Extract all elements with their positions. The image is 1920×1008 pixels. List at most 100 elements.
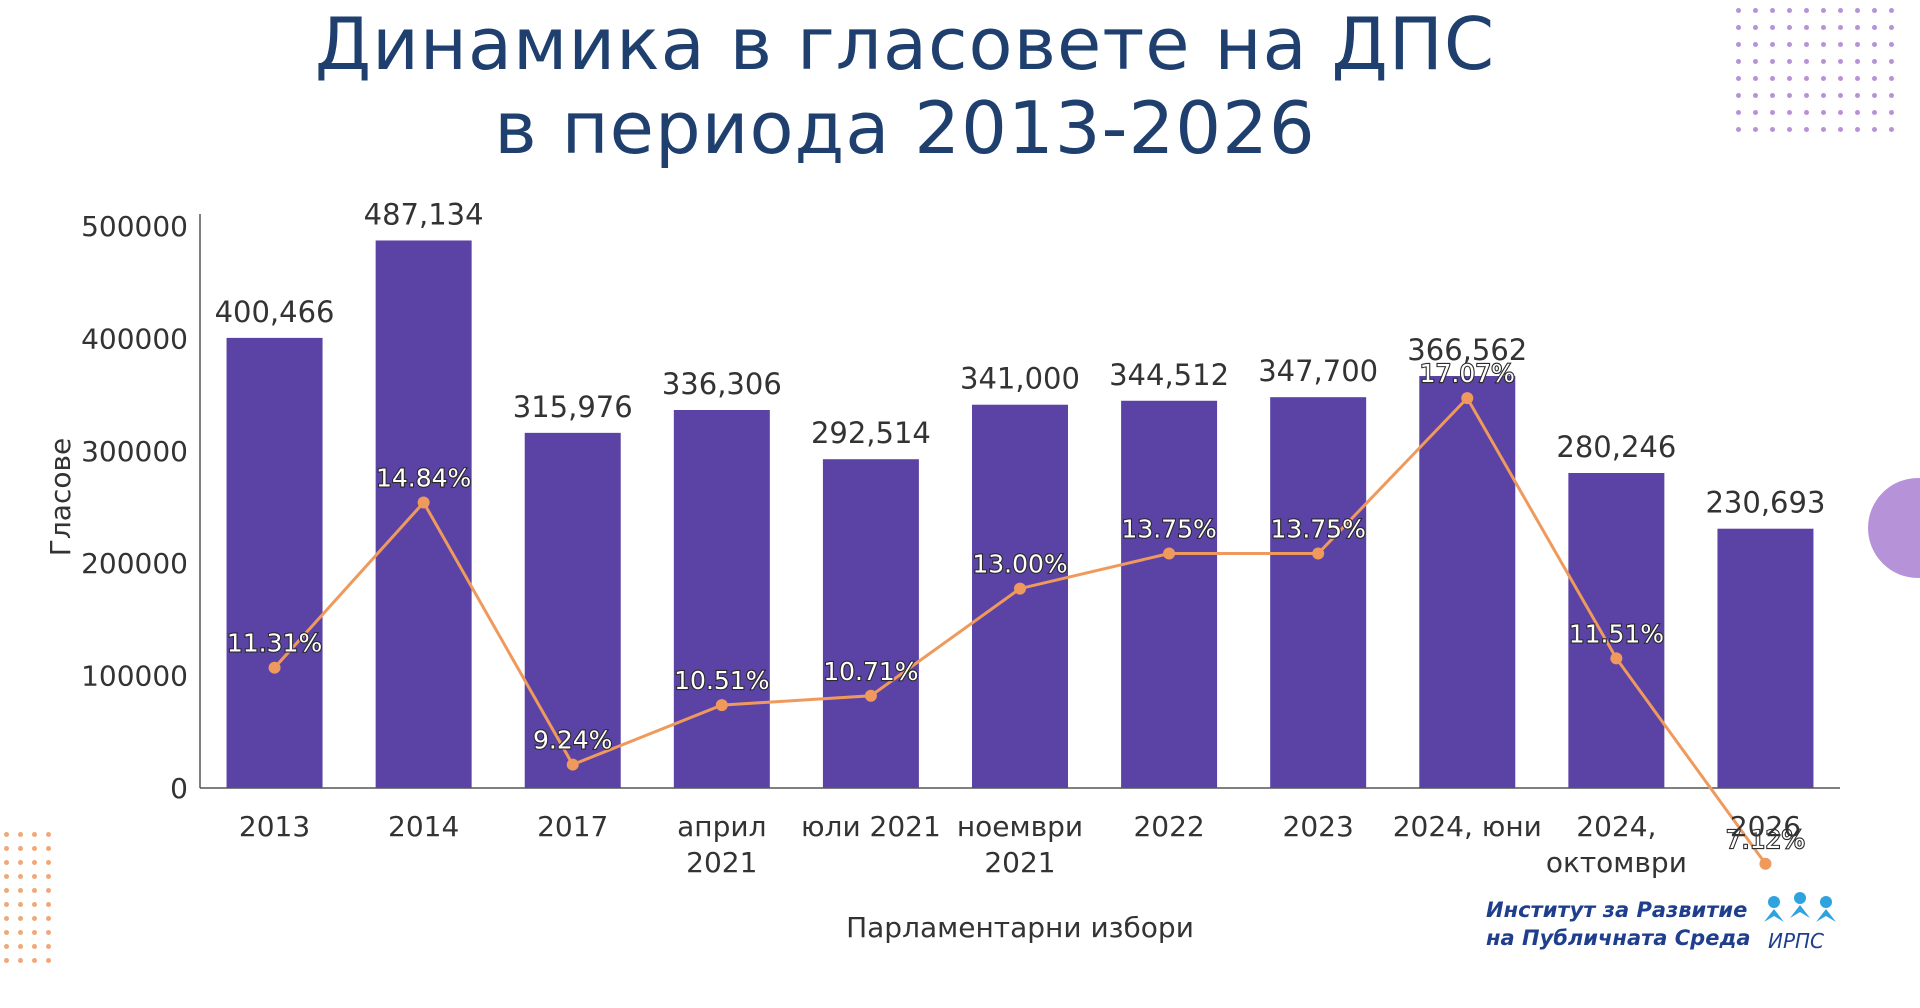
x-tick-label: 2017 bbox=[537, 810, 608, 843]
decorative-dot bbox=[1770, 76, 1775, 81]
bar-value-label: 400,466 bbox=[215, 295, 335, 329]
bar-value-label: 344,512 bbox=[1109, 358, 1229, 392]
decorative-dot bbox=[1804, 110, 1809, 115]
decorative-dot bbox=[1753, 25, 1758, 30]
x-tick-label-line: 2017 bbox=[537, 810, 608, 843]
line-point-label: 9.24% bbox=[533, 726, 612, 755]
y-axis-title-group: Гласове bbox=[44, 438, 77, 556]
decorative-dot bbox=[1821, 59, 1826, 64]
decorative-dot bbox=[46, 930, 51, 935]
decorative-dot bbox=[1787, 59, 1792, 64]
decorative-dot bbox=[1838, 8, 1843, 13]
decorative-dot bbox=[1753, 8, 1758, 13]
decorative-dot bbox=[4, 874, 9, 879]
line-point bbox=[268, 661, 281, 674]
decorative-dot bbox=[1821, 76, 1826, 81]
decorative-dot bbox=[1770, 42, 1775, 47]
decorative-dot bbox=[1838, 25, 1843, 30]
bar bbox=[524, 432, 621, 788]
bar-value-label: 347,700 bbox=[1258, 354, 1378, 388]
decorative-dot bbox=[32, 832, 37, 837]
decorative-dot bbox=[1804, 93, 1809, 98]
decorative-dot bbox=[1889, 110, 1894, 115]
decorative-dot bbox=[1736, 59, 1741, 64]
decorative-dot bbox=[1787, 8, 1792, 13]
decorative-dot bbox=[4, 916, 9, 921]
decorative-dot bbox=[1889, 42, 1894, 47]
line-point bbox=[715, 699, 728, 712]
line-point bbox=[1163, 547, 1176, 560]
decorative-dot bbox=[4, 832, 9, 837]
y-tick-label: 300000 bbox=[81, 435, 188, 468]
decorative-dot bbox=[1889, 93, 1894, 98]
decorative-dot bbox=[1770, 127, 1775, 132]
decorative-dot bbox=[1855, 127, 1860, 132]
x-tick-label: ноември 2021 bbox=[957, 810, 1083, 879]
decorative-dot bbox=[1787, 110, 1792, 115]
x-tick-label-line: 2014 bbox=[388, 810, 459, 843]
y-tick-label: 400000 bbox=[81, 322, 188, 355]
decorative-dot bbox=[18, 832, 23, 837]
line-point bbox=[566, 758, 579, 771]
decorative-dot bbox=[1787, 76, 1792, 81]
decorative-dot bbox=[1821, 127, 1826, 132]
decorative-dot bbox=[1753, 59, 1758, 64]
decorative-dot bbox=[1753, 93, 1758, 98]
decorative-dot bbox=[32, 930, 37, 935]
x-tick-label: април 2021 bbox=[677, 810, 766, 879]
line-point bbox=[417, 496, 430, 509]
bar-value-label: 487,134 bbox=[364, 197, 484, 231]
bar bbox=[1568, 473, 1665, 788]
line-point-label: 13.00% bbox=[972, 550, 1067, 579]
decorative-dot bbox=[4, 888, 9, 893]
decorative-dot bbox=[1838, 42, 1843, 47]
bar bbox=[673, 409, 770, 788]
y-tick-label: 200000 bbox=[81, 547, 188, 580]
x-tick-label: 2013 bbox=[239, 810, 310, 843]
bar-value-label: 341,000 bbox=[960, 362, 1080, 396]
logo-text: Институт за Развитие на Публичната Среда bbox=[1486, 896, 1751, 952]
x-tick-label-line: 2013 bbox=[239, 810, 310, 843]
decorative-dot bbox=[1736, 42, 1741, 47]
line-point bbox=[1759, 857, 1772, 870]
share-line-series: 11.31% 14.84% 9.24% 10.51% 10.71% 13.00% 13.75… bbox=[226, 358, 1806, 870]
decorative-dot bbox=[4, 846, 9, 851]
decorative-dot bbox=[1889, 8, 1894, 13]
decorative-dot bbox=[1770, 25, 1775, 30]
line-point-label: 14.84% bbox=[376, 463, 471, 492]
decorative-dot bbox=[1855, 25, 1860, 30]
decorative-dot bbox=[1855, 76, 1860, 81]
logo-text-line-2: на Публичната Среда bbox=[1486, 926, 1751, 950]
decorative-dot bbox=[1872, 110, 1877, 115]
decorative-dot bbox=[1855, 93, 1860, 98]
line-point-label: 11.51% bbox=[1569, 619, 1664, 648]
bar bbox=[1121, 400, 1218, 788]
decorative-dot bbox=[1753, 127, 1758, 132]
bars bbox=[226, 240, 1814, 789]
decorative-dot bbox=[1804, 25, 1809, 30]
x-tick-label: 2026 bbox=[1730, 810, 1801, 843]
decorative-dot bbox=[1753, 76, 1758, 81]
decorative-dot bbox=[1821, 8, 1826, 13]
decorative-dot bbox=[1872, 59, 1877, 64]
decorative-dot bbox=[18, 916, 23, 921]
decorative-dot bbox=[1804, 8, 1809, 13]
bar-value-labels: 400,466 487,134 315,976 336,306 292,514 341,0… bbox=[215, 197, 1826, 519]
decorative-dot bbox=[1736, 93, 1741, 98]
decorative-dot bbox=[46, 888, 51, 893]
decorative-dot bbox=[46, 860, 51, 865]
decorative-dot bbox=[1736, 110, 1741, 115]
decorative-dot bbox=[1889, 127, 1894, 132]
decorative-dot bbox=[1821, 110, 1826, 115]
decorative-dot bbox=[32, 860, 37, 865]
institute-logo: Институт за Развитие на Публичната Среда… bbox=[1480, 892, 1840, 956]
decorative-dot bbox=[1736, 25, 1741, 30]
decorative-dot bbox=[18, 944, 23, 949]
decorative-dot bbox=[1804, 127, 1809, 132]
decorative-dot bbox=[1804, 76, 1809, 81]
decorative-dot bbox=[1889, 76, 1894, 81]
decorative-dot bbox=[46, 944, 51, 949]
decorative-dot bbox=[1838, 59, 1843, 64]
line-point-label: 7.12% bbox=[1726, 825, 1805, 854]
logo-text-line-1: Институт за Развитие bbox=[1486, 898, 1748, 922]
